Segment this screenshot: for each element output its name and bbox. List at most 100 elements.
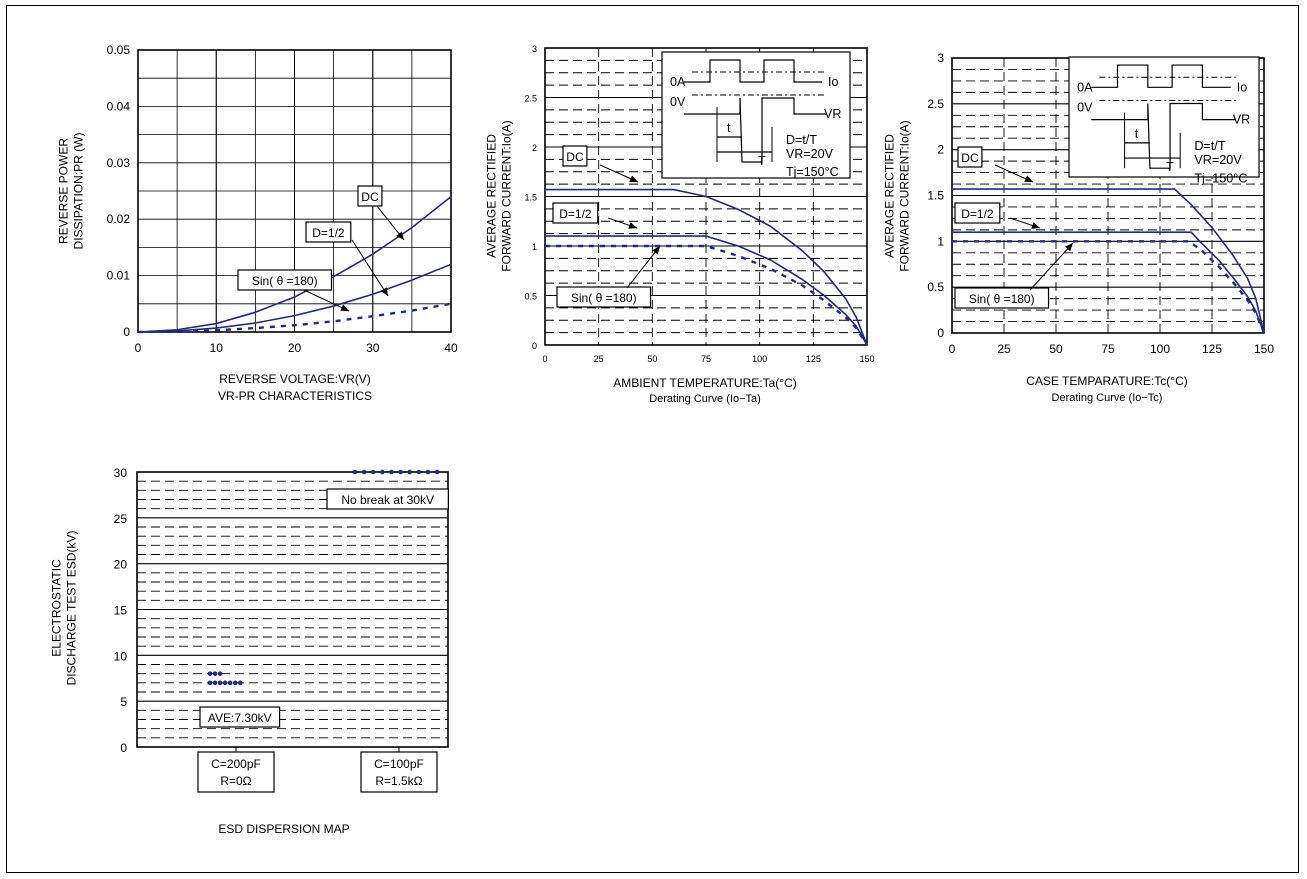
- io-ta-inset-label-0: 0A: [670, 75, 686, 89]
- vr-pr-annotation-sin-box: [237, 269, 333, 291]
- io-tc-inset-label-7: VR=20V: [1194, 153, 1242, 167]
- io-tc-inset-label-5: T: [1166, 160, 1174, 174]
- io-tc-ylabel-1: FORWARD CURRENT:Io(A): [898, 120, 912, 271]
- io-tc-annotation-d12-box: [954, 202, 1001, 224]
- vr-pr-arrow-d12: [351, 239, 389, 297]
- io-tc-inset-label-6: D=t/T: [1194, 139, 1226, 153]
- esd-annotation-ave-box: [199, 706, 281, 728]
- esd-ytick-label: 10: [114, 649, 128, 663]
- io-ta-xtick-label: 100: [752, 354, 767, 364]
- esd-point: [389, 469, 394, 475]
- io-tc-annotation-dc-box: [957, 146, 983, 168]
- vr-pr-xtick-label: 30: [366, 341, 380, 355]
- esd-point: [217, 671, 223, 676]
- io-tc-annotation-d12: D=1/2: [961, 207, 994, 221]
- vr-pr-ytick-label: 0.01: [107, 269, 131, 283]
- vr-pr-annotation-dc-box: [357, 185, 383, 207]
- io-ta-ytick-label: 3: [532, 44, 537, 54]
- io-ta-annotation-sin-box: [556, 286, 652, 308]
- io-tc-inset-label-2: Io: [1237, 80, 1248, 94]
- esd-ytick-label: 5: [120, 695, 127, 709]
- io-tc-ytick-label: 1: [937, 234, 944, 248]
- io-ta-inset-io-wave: [684, 59, 822, 83]
- vr-pr-arrow-dc-head: [396, 231, 404, 240]
- esd-point: [222, 680, 228, 686]
- io-ta-series-2-line: [545, 244, 869, 346]
- vr-pr-series-1-line: [137, 263, 452, 333]
- io-ta-inset-label-4: t: [727, 121, 731, 135]
- io-ta-xlabel: AMBIENT TEMPERATURE:Ta(°C): [613, 376, 797, 390]
- vr-pr-ylabel-0: REVERSE POWER: [57, 138, 71, 244]
- io-ta-inset-label-7: VR=20V: [786, 147, 834, 161]
- io-ta-arrow-d12-head: [628, 222, 637, 229]
- io-ta-inset-label-1: 0V: [670, 95, 686, 109]
- io-tc-annotation-sin: Sin( θ =180): [969, 292, 1035, 306]
- vr-pr-ytick-label: 0.05: [107, 43, 131, 57]
- io-tc-inset-io-wave: [1091, 64, 1231, 88]
- vr-pr-xtick-label: 10: [210, 341, 224, 355]
- esd-ytick-label: 25: [114, 512, 128, 526]
- esd-category-box-0: [197, 751, 275, 793]
- io-ta-annotation-d12-box: [552, 202, 599, 224]
- io-tc-xtick-label: 75: [1101, 342, 1115, 356]
- io-tc-xtick-label: 50: [1049, 342, 1063, 356]
- vr-pr-annotation-d12: D=1/2: [312, 226, 345, 240]
- vr-pr-arrow-sin-head: [340, 304, 349, 311]
- io-ta-xtick-label: 0: [542, 354, 547, 364]
- esd-category-label: C=200pF: [211, 757, 261, 771]
- io-ta-xtick-label: 150: [859, 354, 874, 364]
- io-ta-series-0-line: [545, 188, 868, 346]
- esd-ytick-label: 30: [114, 466, 128, 480]
- io-tc-annotation-dc: DC: [961, 151, 979, 165]
- io-tc-inset-vr-wave: [1091, 102, 1236, 169]
- io-ta-inset-label-8: Tj=150°C: [786, 165, 839, 179]
- vr-pr-annotation-d12-box: [305, 221, 352, 243]
- vr-pr-xtick-label: 0: [135, 341, 142, 355]
- esd-point: [380, 469, 385, 475]
- io-tc-xtick-label: 125: [1202, 342, 1222, 356]
- vr-pr-ytick-label: 0: [123, 325, 130, 339]
- io-tc-ytick-label: 3: [937, 51, 944, 65]
- io-tc-xlabel: CASE TEMPARATURE:Tc(°C): [1026, 374, 1187, 388]
- io-ta-arrow-sin-head: [652, 246, 660, 255]
- io-ta-series-1-line: [545, 235, 868, 346]
- io-ta-inset-label-5: T: [758, 154, 766, 168]
- esd-category-box-1: [360, 751, 438, 793]
- io-ta-ytick-label: 0.5: [524, 292, 537, 302]
- vr-pr-ylabel-1: DISSIPATION:PR (W): [72, 133, 86, 250]
- io-tc-ytick-label: 0: [937, 326, 944, 340]
- vr-pr-arrow-d12-head: [380, 287, 388, 296]
- io-ta-ytick-label: 2: [532, 143, 537, 153]
- esd-xlabel: ESD DISPERSION MAP: [218, 822, 349, 836]
- io-tc-arrow-sin: [1029, 242, 1074, 291]
- io-ta-inset: 0A 0V Io VR t T D=t/TVR=20V Tj=150°C: [661, 51, 851, 179]
- io-tc-inset-label-0: 0A: [1077, 80, 1093, 94]
- io-tc-ytick-label: 2.5: [927, 97, 944, 111]
- io-ta-annotation-sin: Sin( θ =180): [571, 291, 637, 305]
- esd-point: [237, 680, 243, 686]
- io-tc-xtick-label: 100: [1150, 342, 1170, 356]
- io-ta-ylabel-0: AVERAGE RECTIFIED: [485, 134, 499, 258]
- io-tc-annotation-sin-box: [954, 287, 1050, 309]
- esd-point: [232, 680, 238, 686]
- io-ta-ytick-label: 1: [532, 242, 537, 252]
- io-tc-ytick-label: 0.5: [927, 280, 944, 294]
- io-tc-xtick-label: 150: [1254, 342, 1274, 356]
- io-tc-ylabel-0: AVERAGE RECTIFIED: [883, 134, 897, 258]
- io-ta-xtick-label: 50: [647, 354, 657, 364]
- esd-category-label: C=100pF: [374, 757, 424, 771]
- io-tc-xtick-label: 25: [997, 342, 1011, 356]
- io-tc-inset-label-4: t: [1135, 127, 1139, 141]
- io-ta-caption: Derating Curve (Io−Ta): [649, 393, 761, 405]
- esd-point: [425, 469, 431, 475]
- vr-pr-ytick-label: 0.03: [107, 156, 131, 170]
- esd-point: [207, 671, 213, 676]
- io-ta-xtick-label: 125: [806, 354, 821, 364]
- io-tc-ytick-label: 1.5: [927, 189, 944, 203]
- esd-point: [407, 469, 413, 475]
- esd-ytick-label: 0: [120, 741, 127, 755]
- vr-pr-series-2-line: [137, 302, 452, 334]
- io-ta-annotation-dc-box: [562, 145, 588, 167]
- io-ta-annotation-d12: D=1/2: [559, 207, 592, 221]
